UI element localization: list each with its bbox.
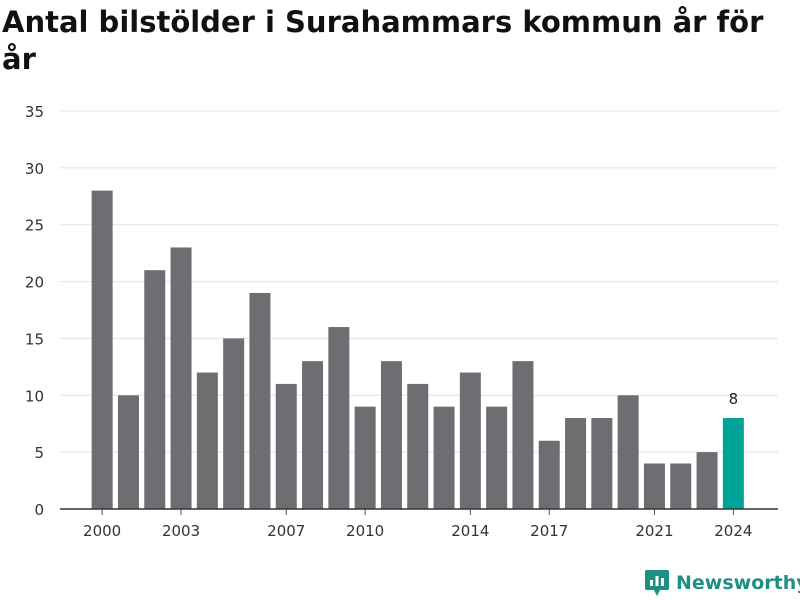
bar-2013 (433, 406, 455, 509)
y-tick-label: 0 (34, 501, 44, 519)
x-tick-label: 2007 (267, 522, 305, 540)
x-tick-label: 2024 (714, 522, 752, 540)
bar-2007 (275, 383, 297, 509)
bar-2002 (144, 270, 166, 509)
x-axis-ticks: 2000 2003 2007 2010 2014 2017 2021 2024 (83, 509, 752, 540)
bar-2017 (538, 440, 560, 509)
bar-2006 (249, 292, 271, 509)
y-tick-label: 10 (25, 387, 44, 405)
bar-2011 (380, 361, 402, 509)
x-tick-label: 2000 (83, 522, 121, 540)
x-tick-label: 2010 (346, 522, 384, 540)
bar-2016 (512, 361, 534, 509)
y-tick-label: 30 (25, 160, 44, 178)
y-axis-ticks: 0 5 10 15 20 25 30 35 (25, 103, 44, 519)
data-label-2024: 8 (729, 390, 739, 408)
bar-2024 (722, 418, 744, 509)
y-tick-label: 15 (25, 330, 44, 348)
y-tick-label: 25 (25, 217, 44, 235)
bars: 8 (91, 190, 744, 509)
bar-2020 (617, 395, 639, 509)
y-tick-label: 5 (34, 444, 44, 462)
bar-2008 (302, 361, 324, 509)
x-tick-label: 2003 (162, 522, 200, 540)
bar-2015 (486, 406, 508, 509)
bar-2021 (643, 463, 665, 509)
bar-2018 (565, 418, 587, 509)
chart-title: Antal bilstölder i Surahammars kommun år… (2, 5, 764, 76)
bar-2022 (670, 463, 692, 509)
x-tick-label: 2021 (635, 522, 673, 540)
bar-2001 (117, 395, 139, 509)
bar-2023 (696, 452, 718, 509)
newsworthy-logo-icon (645, 570, 669, 596)
bar-2009 (328, 327, 350, 509)
bar-2000 (91, 190, 113, 509)
bar-2019 (591, 418, 613, 509)
y-tick-label: 35 (25, 103, 44, 121)
x-tick-label: 2017 (530, 522, 568, 540)
bar-2003 (170, 247, 192, 509)
bar-2005 (223, 338, 245, 509)
x-tick-label: 2014 (451, 522, 489, 540)
bar-2012 (407, 383, 429, 509)
bar-2004 (196, 372, 218, 509)
bar-2010 (354, 406, 376, 509)
brand-logo: Newsworthy (644, 568, 800, 598)
y-tick-label: 20 (25, 274, 44, 292)
bar-2014 (459, 372, 481, 509)
brand-name: Newsworthy (676, 572, 800, 594)
